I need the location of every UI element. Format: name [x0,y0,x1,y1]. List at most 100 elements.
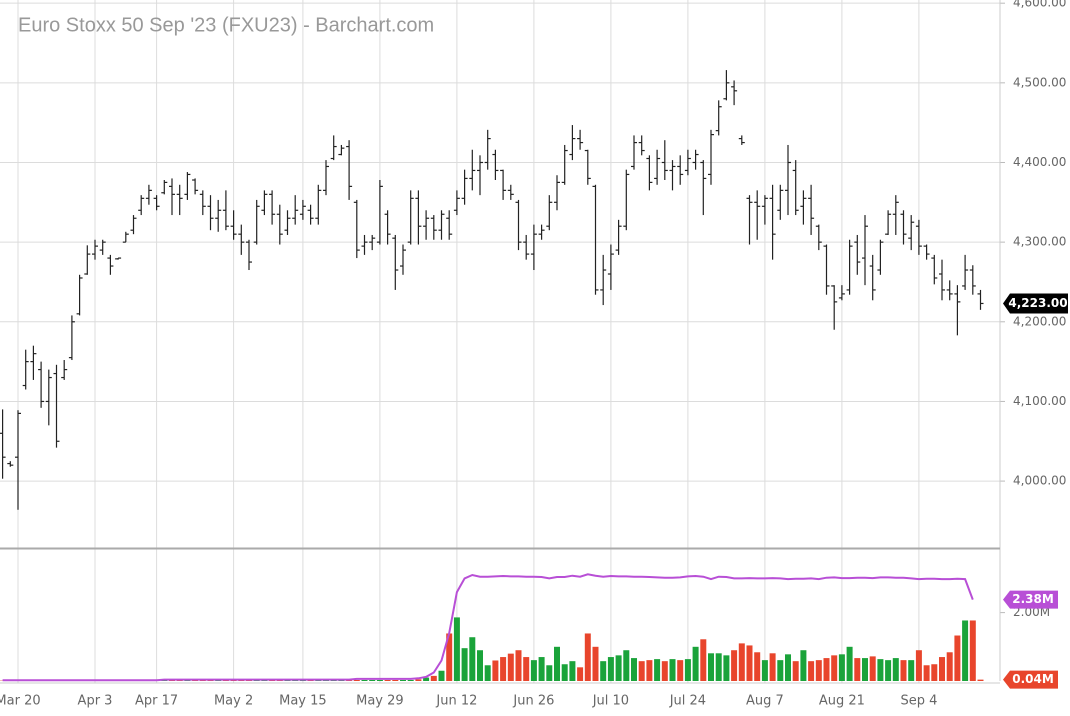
volume-bar [723,655,730,681]
y-tick-label: 4,200.00 [1013,314,1066,328]
volume-bar [862,658,868,681]
volume-bar [546,665,553,681]
x-tick-label: Jul 24 [669,694,706,709]
y-tick-label: 4,400.00 [1013,155,1066,169]
volume-bar [230,680,237,681]
volume-bar [900,660,907,681]
volume-bar [484,665,491,681]
volume-bar [438,670,445,681]
volume-bar [831,655,838,681]
volume-bar [207,680,214,681]
volume-bar [384,679,391,681]
volume-bar [615,655,622,681]
volume-bar [169,680,175,681]
grid [0,0,1000,683]
volume-bar [222,680,229,681]
volume-bar [376,679,383,681]
x-tick-label: Mar 20 [0,694,41,709]
volume-bar [954,635,961,681]
volume-bar [269,680,276,681]
x-tick-label: Jul 10 [592,694,629,709]
value-marker [1003,670,1058,689]
x-tick-label: Jun 12 [435,694,477,709]
volume-bar [323,680,329,681]
volume-bar [253,680,260,681]
volume-bar [915,650,922,681]
volume-bar [808,661,815,681]
volume-bar [646,660,653,681]
x-tick-label: Jun 26 [512,694,554,709]
volume-bar [584,633,591,681]
value-marker-label: 2.38M [1012,592,1054,606]
volume-bar [738,643,745,681]
volume-bar [415,679,422,681]
volume-bar [577,667,584,681]
volume-bar [446,633,453,681]
y-tick-label: 4,100.00 [1013,394,1066,408]
volume-bar [523,657,530,681]
volume-bar [923,665,930,681]
volume-bar [785,654,791,681]
y-tick-label: 4,600.00 [1013,0,1066,10]
volume-bar [969,620,976,681]
volume-bar [677,660,684,681]
volume-bar [769,653,776,681]
volume-bar [939,657,945,681]
volume-bar [315,680,322,681]
volume-bar [161,680,168,681]
volume-bar [792,661,799,681]
volume-bar [638,661,645,681]
volume-bar [815,660,822,681]
volume-bar [261,680,268,681]
volume-bar [238,680,245,681]
volume-bar [176,680,183,681]
volume-bar [885,660,892,681]
volume-bar [184,680,191,681]
volume-bar [469,637,476,681]
volume-bar [299,680,306,681]
x-tick-label: Aug 7 [746,694,784,709]
volume-bar [423,677,430,681]
x-tick-label: Sep 4 [900,694,937,709]
x-tick-label: May 2 [214,694,253,709]
last-price-label: 4,223.00 [1008,296,1067,310]
volume-bar [715,653,722,681]
volume-bar [346,680,353,681]
volume-bar [854,658,861,681]
volume-bar [453,617,460,681]
volume-bar [338,680,345,681]
volume-bar [246,680,252,681]
value-marker-label: 0.04M [1012,672,1054,686]
open-interest-line [2,573,974,682]
volume-bar [607,657,614,681]
volume-bar [962,620,969,681]
volume-bar [877,659,884,681]
volume-bar [708,653,714,681]
volume-bar [430,675,437,681]
volume-bar [977,679,984,681]
volume-bar [500,657,507,681]
volume-bar [631,658,637,681]
volume-bar [669,659,676,681]
volume-bar [684,659,691,681]
volume-bar [661,661,668,681]
volume-bar [823,658,830,681]
volume-bar [692,646,699,681]
volume-bar [307,680,314,681]
volume-bar [746,645,753,681]
volume-bar [392,679,399,681]
volume-bar [292,680,299,681]
last-price-marker [1003,293,1068,314]
volume-bar [361,679,368,681]
volume-bar [461,648,468,681]
volume-bar [800,650,807,681]
x-tick-label: Apr 3 [78,694,113,709]
volume-bar [761,660,768,681]
volume-bar [700,639,707,681]
volume-bar [477,650,483,681]
volume-bar [400,679,406,681]
volume-bar [561,664,568,681]
volume-bar [530,660,537,681]
